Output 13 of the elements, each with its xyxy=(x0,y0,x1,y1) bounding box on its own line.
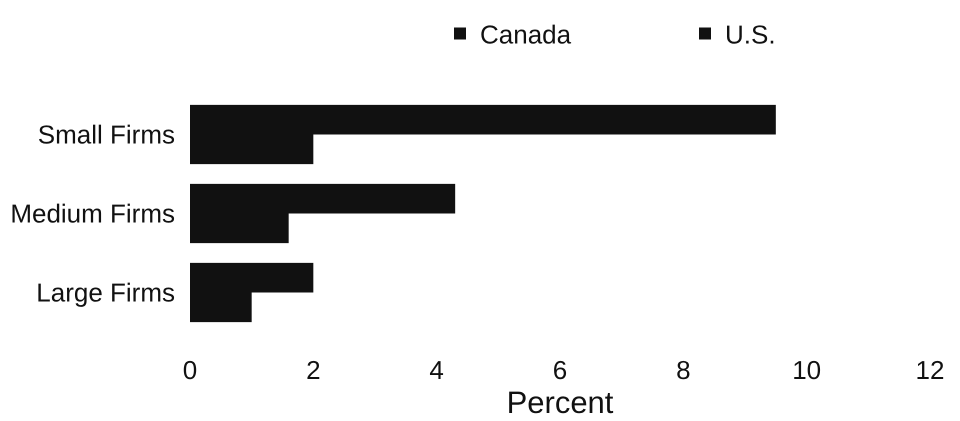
y-tick-label: Large Firms xyxy=(36,278,175,308)
x-tick-label: 8 xyxy=(676,355,691,385)
x-tick-label: 6 xyxy=(552,355,568,385)
legend-label: U.S. xyxy=(725,20,776,50)
x-tick-label: 4 xyxy=(429,355,444,385)
y-tick-label: Small Firms xyxy=(38,120,175,150)
x-tick-label: 0 xyxy=(182,355,198,385)
x-tick-label: 12 xyxy=(916,355,944,385)
x-tick-label: 2 xyxy=(306,355,321,385)
x-tick-label: 10 xyxy=(792,355,822,385)
legend-label: Canada xyxy=(480,20,572,50)
x-axis-title: Percent xyxy=(506,385,614,420)
y-tick-label: Medium Firms xyxy=(10,198,175,229)
